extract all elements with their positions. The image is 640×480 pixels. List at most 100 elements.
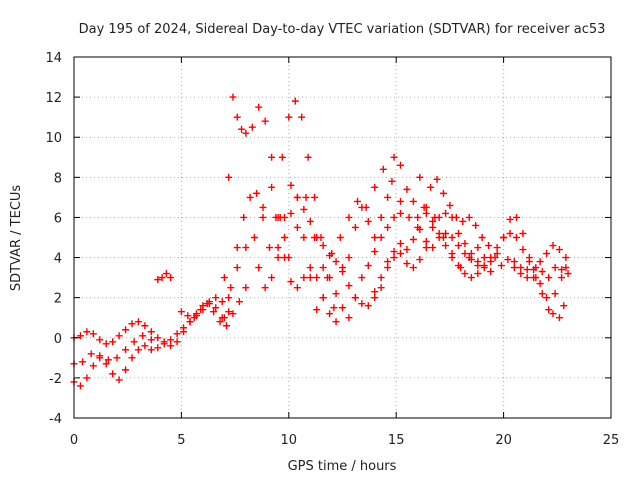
data-point: [104, 356, 112, 364]
data-point: [487, 258, 495, 266]
data-point: [147, 346, 155, 354]
data-point: [134, 318, 142, 326]
data-point: [461, 240, 469, 248]
grid: [74, 57, 611, 418]
data-point: [216, 318, 224, 326]
data-point: [416, 225, 424, 233]
data-point: [225, 173, 233, 181]
data-point: [517, 264, 525, 272]
data-point: [384, 264, 392, 272]
data-point: [285, 113, 293, 121]
data-point: [233, 264, 241, 272]
data-point: [278, 153, 286, 161]
data-point: [555, 314, 563, 322]
data-point: [551, 264, 559, 272]
data-point: [229, 93, 237, 101]
data-point: [560, 302, 568, 310]
data-point: [545, 306, 553, 314]
data-point: [197, 306, 205, 314]
data-point: [354, 197, 362, 205]
data-point: [319, 294, 327, 302]
data-point: [233, 113, 241, 121]
data-point: [409, 197, 417, 205]
data-point: [525, 254, 533, 262]
data-point: [242, 284, 250, 292]
data-point: [274, 254, 282, 262]
data-point: [96, 352, 104, 360]
data-point: [384, 223, 392, 231]
data-point: [268, 274, 276, 282]
data-point: [167, 342, 175, 350]
data-point: [259, 203, 267, 211]
data-point: [115, 376, 123, 384]
data-point: [300, 234, 308, 241]
data-point: [162, 270, 170, 278]
data-point: [416, 173, 424, 181]
data-point: [336, 234, 344, 241]
data-point: [549, 310, 557, 318]
data-point: [558, 274, 566, 282]
data-point: [448, 254, 456, 262]
data-point: [154, 276, 162, 284]
data-point: [326, 310, 334, 318]
data-point: [379, 165, 387, 173]
data-point: [255, 103, 263, 111]
y-tick-label: 14: [45, 51, 62, 66]
data-point: [154, 344, 162, 352]
data-point: [396, 197, 404, 205]
data-point: [467, 256, 475, 264]
data-point: [285, 254, 293, 262]
data-point: [538, 268, 546, 276]
data-point: [439, 189, 447, 197]
data-point: [255, 264, 263, 272]
data-point: [122, 326, 130, 334]
data-point: [158, 274, 166, 282]
data-point: [128, 320, 136, 328]
data-point: [79, 358, 87, 366]
data-point: [442, 209, 450, 217]
data-point: [558, 266, 566, 274]
data-point: [212, 294, 220, 302]
data-point: [474, 270, 482, 278]
data-point: [467, 274, 475, 282]
data-point: [497, 262, 505, 270]
data-point: [414, 213, 422, 221]
data-point: [274, 244, 282, 252]
data-point: [102, 340, 110, 348]
data-point: [253, 189, 261, 197]
data-point: [504, 256, 512, 264]
data-point: [377, 234, 385, 241]
data-point: [313, 274, 321, 282]
data-point: [371, 248, 379, 256]
data-point: [173, 338, 181, 346]
data-point: [390, 248, 398, 256]
data-point: [293, 284, 301, 292]
data-point: [551, 290, 559, 298]
data-point: [345, 282, 353, 290]
data-point: [304, 153, 312, 161]
data-point: [223, 322, 231, 330]
data-point: [154, 334, 162, 342]
data-point: [122, 366, 130, 374]
data-point: [422, 238, 430, 246]
data-point: [113, 354, 121, 362]
data-point: [461, 250, 469, 258]
axis-tick-labels: 0 5 10 15 20 25 -4 -2 0 2 4 6 8 10 12 14: [45, 51, 619, 448]
data-point: [212, 304, 220, 312]
data-point: [268, 183, 276, 191]
data-point: [261, 117, 269, 125]
data-point: [371, 288, 379, 296]
data-point: [510, 264, 518, 272]
data-point: [454, 262, 462, 270]
data-point: [358, 300, 366, 308]
data-point: [220, 274, 228, 282]
data-point: [500, 234, 508, 241]
data-point: [384, 258, 392, 266]
data-point: [371, 234, 379, 241]
data-point: [167, 274, 175, 282]
x-tick-label: 25: [603, 433, 620, 448]
data-point: [326, 274, 334, 282]
data-point: [377, 284, 385, 292]
data-point: [523, 266, 531, 274]
